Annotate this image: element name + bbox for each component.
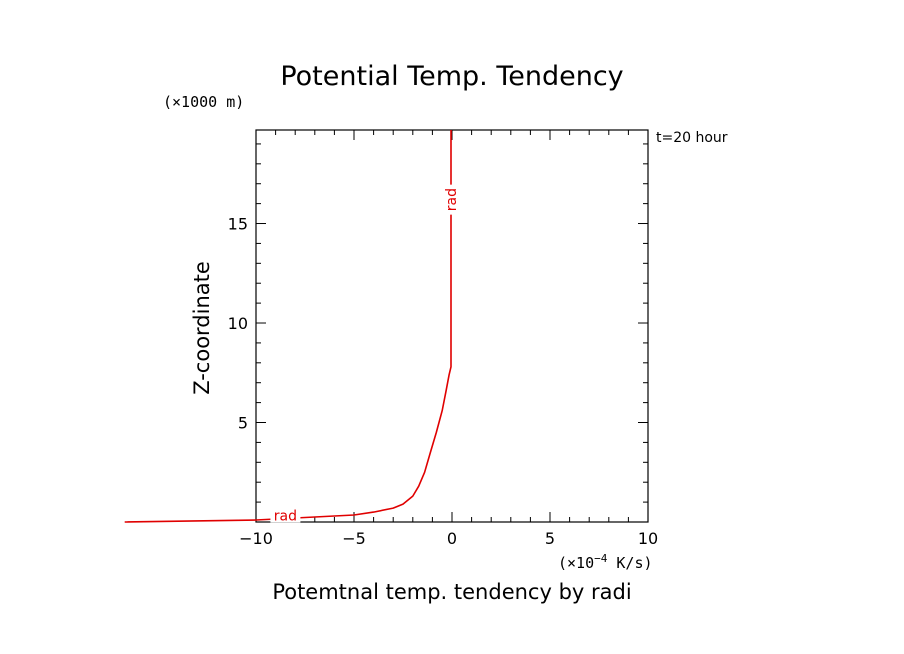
y-tick-label: 10 — [228, 314, 248, 333]
axis-ticks — [255, 130, 649, 522]
y-axis-label: Z-coordinate — [190, 261, 214, 395]
series-label-backdrop — [443, 184, 460, 215]
x-tick-label: 10 — [638, 529, 658, 548]
time-label: t=20 hour — [656, 130, 728, 146]
x-unit-suffix: K/s) — [607, 554, 652, 572]
series-label-backdrop — [270, 508, 301, 523]
x-unit-label: (×10−4 K/s) — [558, 552, 653, 572]
axis-tick-labels: −10 −5 0 5 10 5 10 15 — [228, 215, 659, 548]
x-axis-label: Potemtnal temp. tendency by radi — [272, 580, 631, 604]
x-tick-label: 0 — [447, 529, 457, 548]
series-layer: rad rad — [124, 130, 460, 524]
y-unit-label: (×1000 m) — [163, 93, 244, 111]
x-tick-label: 5 — [545, 529, 555, 548]
series-inline-label-bottom: rad — [274, 508, 297, 524]
chart-title: Potential Temp. Tendency — [280, 61, 623, 92]
y-tick-label: 15 — [228, 215, 248, 234]
x-unit-exponent: −4 — [594, 552, 608, 565]
series-inline-label-top: rad — [444, 188, 460, 211]
y-tick-label: 5 — [238, 414, 248, 433]
x-unit-prefix: (×10 — [558, 554, 594, 572]
x-tick-label: −5 — [342, 529, 366, 548]
series-line-rad — [124, 130, 452, 523]
x-tick-label: −10 — [239, 529, 273, 548]
